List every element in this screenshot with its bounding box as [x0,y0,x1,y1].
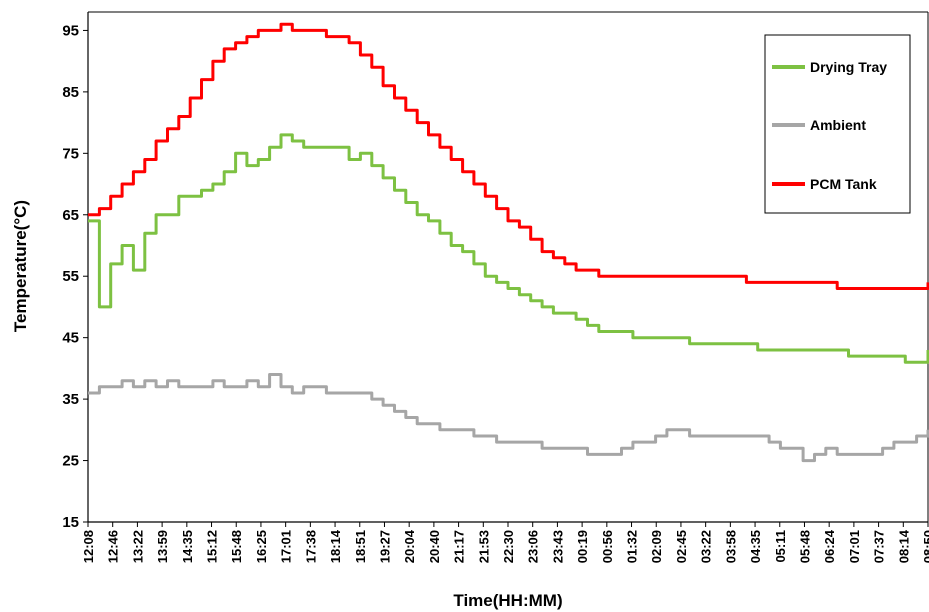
x-tick-label: 16:25 [254,530,269,563]
x-tick-label: 18:51 [353,530,368,563]
legend: Drying Tray Ambient PCM Tank [764,34,911,214]
x-tick-label: 05:48 [797,530,812,563]
y-tick-label: 85 [62,84,79,101]
x-tick-label: 20:40 [427,530,442,563]
legend-label-ambient: Ambient [810,117,866,133]
x-tick-label: 02:09 [649,530,664,563]
series-line-ambient [88,373,929,463]
x-tick-label: 08:50 [921,530,929,563]
x-tick-label: 12:08 [81,530,96,563]
x-tick-label: 20:04 [402,529,417,563]
x-tick-label: 07:01 [847,530,862,563]
x-tick-label: 22:30 [501,530,516,563]
x-tick-label: 23:06 [526,530,541,563]
y-tick-label: 25 [62,453,79,470]
series-layer [88,22,929,463]
x-tick-label: 21:17 [452,530,467,563]
x-axis-title: Time(HH:MM) [453,591,562,610]
x-tick-label: 01:32 [625,530,640,563]
y-tick-label: 75 [62,145,79,162]
x-tick-label: 07:37 [872,530,887,563]
x-tick-label: 03:58 [723,530,738,563]
legend-label-drying-tray: Drying Tray [810,59,887,75]
y-tick-label: 65 [62,207,79,224]
x-tick-label: 18:14 [328,529,343,563]
x-tick-label: 15:48 [229,530,244,563]
x-tick-label: 12:46 [106,530,121,563]
x-tick-label: 13:59 [155,530,170,563]
x-tick-label: 17:01 [279,530,294,563]
x-axis: 12:08 12:46 13:22 13:59 14:35 15:12 15:48 16:25… [81,521,929,563]
y-tick-label: 35 [62,391,79,408]
x-tick-label: 08:14 [896,529,911,563]
series-line-drying-tray [88,133,929,364]
y-tick-label: 55 [62,268,79,285]
series-line-pcm-tank [88,22,929,290]
x-tick-label: 23:43 [550,530,565,563]
y-axis: 15 25 35 45 55 65 75 85 95 [62,12,89,531]
x-tick-label: 21:53 [476,530,491,563]
y-axis-title: Temperature(°C) [11,200,30,332]
x-tick-label: 02:45 [674,530,689,563]
y-tick-label: 15 [62,514,79,531]
x-tick-label: 05:11 [773,530,788,563]
y-tick-label: 45 [62,330,79,347]
x-tick-label: 06:24 [822,529,837,563]
x-tick-label: 03:22 [699,530,714,563]
y-tick-label: 95 [62,22,79,39]
x-tick-label: 17:38 [303,530,318,563]
x-tick-label: 00:19 [575,530,590,563]
x-tick-label: 19:27 [377,530,392,563]
x-tick-label: 14:35 [180,530,195,563]
x-tick-label: 00:56 [600,530,615,563]
x-tick-label: 15:12 [205,530,220,563]
x-tick-label: 04:35 [748,530,763,563]
x-tick-label: 13:22 [130,530,145,563]
legend-label-pcm-tank: PCM Tank [810,176,877,192]
